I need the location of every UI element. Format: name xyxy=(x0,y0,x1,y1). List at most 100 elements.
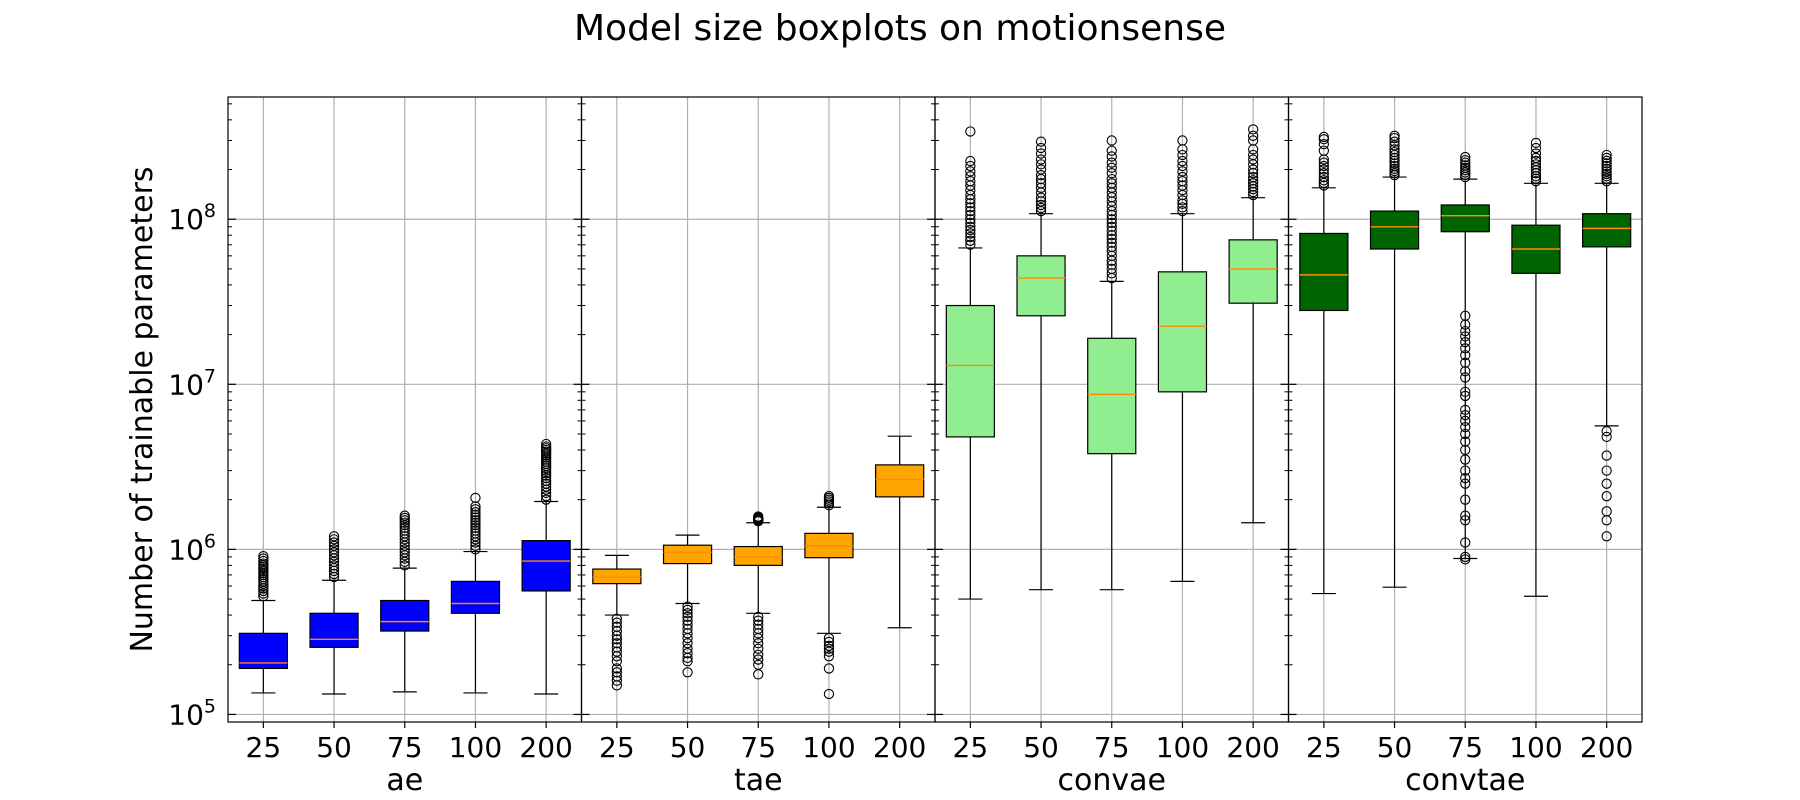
outlier-point xyxy=(1248,130,1259,141)
outlier-point xyxy=(470,544,481,555)
outlier-point xyxy=(753,615,764,626)
outlier-point xyxy=(541,478,552,489)
box-ae-100 xyxy=(450,580,501,614)
outlier-point xyxy=(1177,180,1188,191)
outlier-point xyxy=(753,654,764,665)
outlier-point xyxy=(399,510,410,521)
outlier-point xyxy=(682,628,693,639)
outlier-point xyxy=(1248,124,1259,135)
panel-label-ae: ae xyxy=(386,763,423,798)
outlier-point xyxy=(541,475,552,487)
outlier-point xyxy=(1601,531,1612,542)
outlier-point xyxy=(965,166,976,177)
outlier-point xyxy=(1460,350,1471,361)
outlier-point xyxy=(1318,171,1329,183)
outlier-point xyxy=(1530,176,1542,187)
outlier-point xyxy=(1106,233,1117,245)
outlier-point xyxy=(1177,205,1188,217)
outlier-point xyxy=(470,507,481,518)
outlier-point xyxy=(611,613,622,624)
y-tick-label: 108 xyxy=(168,200,216,236)
box-ae-50 xyxy=(309,612,359,648)
outlier-point xyxy=(328,547,340,558)
outlier-point xyxy=(1460,551,1471,563)
x-tick-label: 25 xyxy=(599,731,635,764)
outlier-point xyxy=(1035,199,1047,211)
outlier-point xyxy=(399,515,410,526)
outlier-point xyxy=(1460,357,1471,368)
y-axis-label: Number of trainable parameters xyxy=(125,166,160,652)
outlier-point xyxy=(1530,142,1542,154)
outlier-point xyxy=(1460,165,1471,176)
outlier-point xyxy=(965,126,976,137)
y-tick-label: 107 xyxy=(168,365,216,401)
outlier-point xyxy=(399,560,410,571)
outlier-point xyxy=(1460,465,1471,476)
outlier-point xyxy=(611,675,622,686)
x-tick-label: 75 xyxy=(740,731,776,764)
outlier-point xyxy=(1106,246,1117,257)
chart-title: Model size boxplots on motionsense xyxy=(573,8,1226,49)
outlier-point xyxy=(328,568,340,580)
outlier-point xyxy=(1601,163,1612,174)
outlier-point xyxy=(541,481,552,492)
outlier-point xyxy=(470,515,481,526)
outlier-point xyxy=(965,160,976,172)
outlier-point xyxy=(611,630,622,641)
outlier-point xyxy=(1460,554,1471,565)
outlier-point xyxy=(611,634,622,645)
outlier-point xyxy=(1601,166,1612,177)
outlier-point xyxy=(1035,169,1047,181)
outlier-point xyxy=(1035,164,1047,175)
outlier-point xyxy=(1177,176,1188,187)
box-convae-25 xyxy=(945,304,995,438)
box-ae-75 xyxy=(380,599,430,632)
outlier-point xyxy=(1601,450,1612,461)
x-tick-label: 200 xyxy=(519,731,572,764)
outlier-point xyxy=(399,522,410,534)
outlier-point xyxy=(1530,173,1542,184)
x-tick-label: 200 xyxy=(1580,731,1633,764)
outlier-point xyxy=(328,534,340,545)
outlier-point xyxy=(541,494,552,505)
outlier-point xyxy=(823,663,835,674)
outlier-point xyxy=(258,588,269,599)
panel-label-convae: convae xyxy=(1058,763,1166,798)
outlier-point xyxy=(682,632,693,644)
outlier-point xyxy=(399,544,410,555)
x-tick-label: 50 xyxy=(316,731,352,764)
outlier-point xyxy=(1106,151,1117,162)
outlier-point xyxy=(965,214,976,225)
outlier-point xyxy=(258,553,269,564)
x-tick-label: 75 xyxy=(1094,731,1130,764)
outlier-point xyxy=(965,228,976,239)
x-tick-label: 50 xyxy=(670,731,706,764)
outlier-point xyxy=(328,531,340,542)
outlier-point xyxy=(823,636,835,648)
box-convtae-25 xyxy=(1299,232,1349,312)
outlier-point xyxy=(965,176,976,187)
outlier-point xyxy=(753,628,764,639)
outlier-point xyxy=(328,544,340,555)
outlier-point xyxy=(1106,162,1117,173)
outlier-point xyxy=(823,640,835,652)
outlier-point xyxy=(1460,319,1471,330)
outlier-point xyxy=(1460,372,1471,383)
outlier-point xyxy=(1460,494,1471,505)
outlier-point xyxy=(753,511,764,522)
outlier-point xyxy=(823,632,835,644)
outlier-point xyxy=(753,611,764,623)
outlier-point xyxy=(753,649,764,660)
outlier-point xyxy=(399,547,410,558)
outlier-point xyxy=(1601,515,1612,526)
outlier-point xyxy=(470,512,481,523)
outlier-point xyxy=(1601,426,1612,437)
outlier-point xyxy=(1177,155,1188,167)
outlier-point xyxy=(1460,390,1471,402)
x-tick-label: 25 xyxy=(246,731,282,764)
outlier-point xyxy=(328,560,340,571)
outlier-point xyxy=(823,643,835,654)
x-tick-label: 100 xyxy=(1156,731,1209,764)
outlier-point xyxy=(1389,130,1400,141)
outlier-point xyxy=(1601,171,1612,182)
